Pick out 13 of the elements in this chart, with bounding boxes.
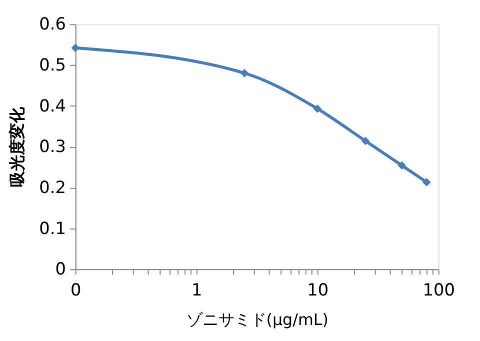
- y-axis-title: 吸光度変化: [7, 106, 26, 188]
- x-tick-label: 1: [192, 279, 202, 300]
- y-tick-label: 0.4: [39, 95, 66, 116]
- y-tick-label: 0.5: [39, 54, 66, 74]
- y-tick-label: 0.1: [39, 218, 66, 238]
- y-tick-label: 0.2: [39, 176, 66, 197]
- x-tick-label: 100: [422, 279, 455, 300]
- x-tick-label: 10: [307, 279, 329, 300]
- y-tick-label: 0: [55, 258, 66, 279]
- y-tick-label: 0.6: [39, 14, 66, 34]
- x-tick-label: 0: [70, 279, 82, 300]
- x-axis-title: ゾニサミド(μg/mL): [186, 310, 328, 330]
- y-tick-label: 0.3: [39, 136, 66, 156]
